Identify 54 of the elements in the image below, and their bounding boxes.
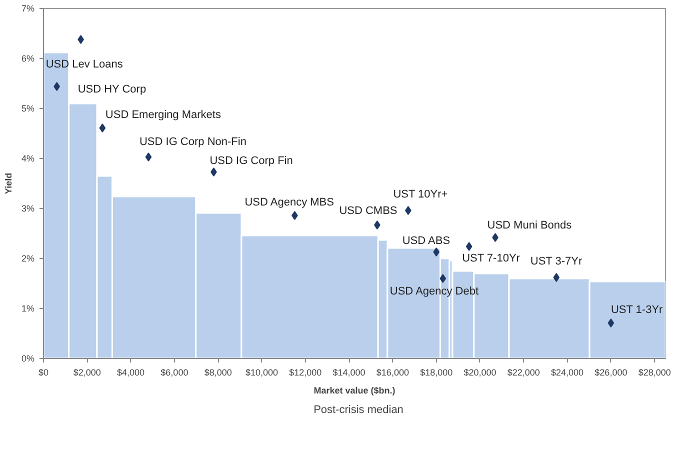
y-tick-label: 2% — [21, 254, 35, 264]
x-tick-label: $4,000 — [117, 368, 145, 378]
x-tick-label: $24,000 — [551, 368, 584, 378]
annotation: USD HY Corp — [78, 84, 146, 96]
y-tick-label: 1% — [21, 304, 35, 314]
annotation: USD Muni Bonds — [487, 220, 572, 232]
y-tick-label: 0% — [21, 354, 35, 364]
annotation: UST 3-7Yr — [530, 256, 582, 268]
point — [99, 124, 106, 132]
point — [54, 82, 60, 91]
annotation: USD Agency Debt — [390, 286, 479, 298]
annotation: USD IG Corp Non-Fin — [139, 136, 246, 148]
point — [210, 168, 217, 176]
annotation: USD Lev Loans — [46, 58, 124, 70]
y-tick-label: 5% — [21, 104, 35, 114]
text: Post-crisis median — [314, 404, 404, 416]
annotation: USD ABS — [402, 235, 450, 247]
x-tick-label: $28,000 — [638, 368, 671, 378]
x-tick-label: $22,000 — [507, 368, 540, 378]
y-tick-label: 6% — [21, 54, 35, 64]
annotation: USD Agency MBS — [244, 196, 334, 208]
point — [440, 274, 446, 283]
y-tick-label: 4% — [21, 154, 35, 164]
point — [466, 242, 472, 251]
annotation: UST 10Yr+ — [393, 188, 448, 200]
point — [145, 152, 152, 162]
point — [608, 318, 614, 328]
annotation: USD IG Corp Fin — [210, 155, 293, 167]
y-axis-title: Yield — [3, 172, 14, 194]
annotation: USD CMBS — [339, 205, 398, 217]
x-tick-label: $14,000 — [332, 368, 366, 378]
x-tick-label: $12,000 — [289, 368, 322, 378]
point — [78, 35, 84, 44]
x-tick-label: $8,000 — [204, 368, 232, 378]
x-tick-label: $10,000 — [245, 368, 278, 378]
point — [374, 220, 380, 230]
x-tick-label: $6,000 — [160, 368, 188, 378]
x-tick-label: $18,000 — [420, 368, 453, 378]
point — [433, 248, 440, 256]
x-tick-label: $2,000 — [73, 368, 101, 378]
x-axis-title: Market value ($bn.) — [314, 386, 396, 396]
annotation: UST 1-3Yr — [610, 304, 664, 316]
x-tick-label: $26,000 — [594, 368, 628, 378]
x-tick-label: $16,000 — [376, 368, 409, 378]
point — [405, 206, 412, 215]
annotation: USD Emerging Markets — [105, 109, 222, 121]
x-tick-label: $20,000 — [464, 368, 496, 378]
point — [292, 211, 298, 220]
y-tick-label: 3% — [21, 204, 35, 214]
annotation: UST 7-10Yr — [462, 252, 520, 264]
point — [553, 273, 560, 282]
point — [492, 233, 498, 242]
x-tick-label: $0 — [38, 368, 49, 378]
y-tick-label: 7% — [21, 4, 35, 14]
